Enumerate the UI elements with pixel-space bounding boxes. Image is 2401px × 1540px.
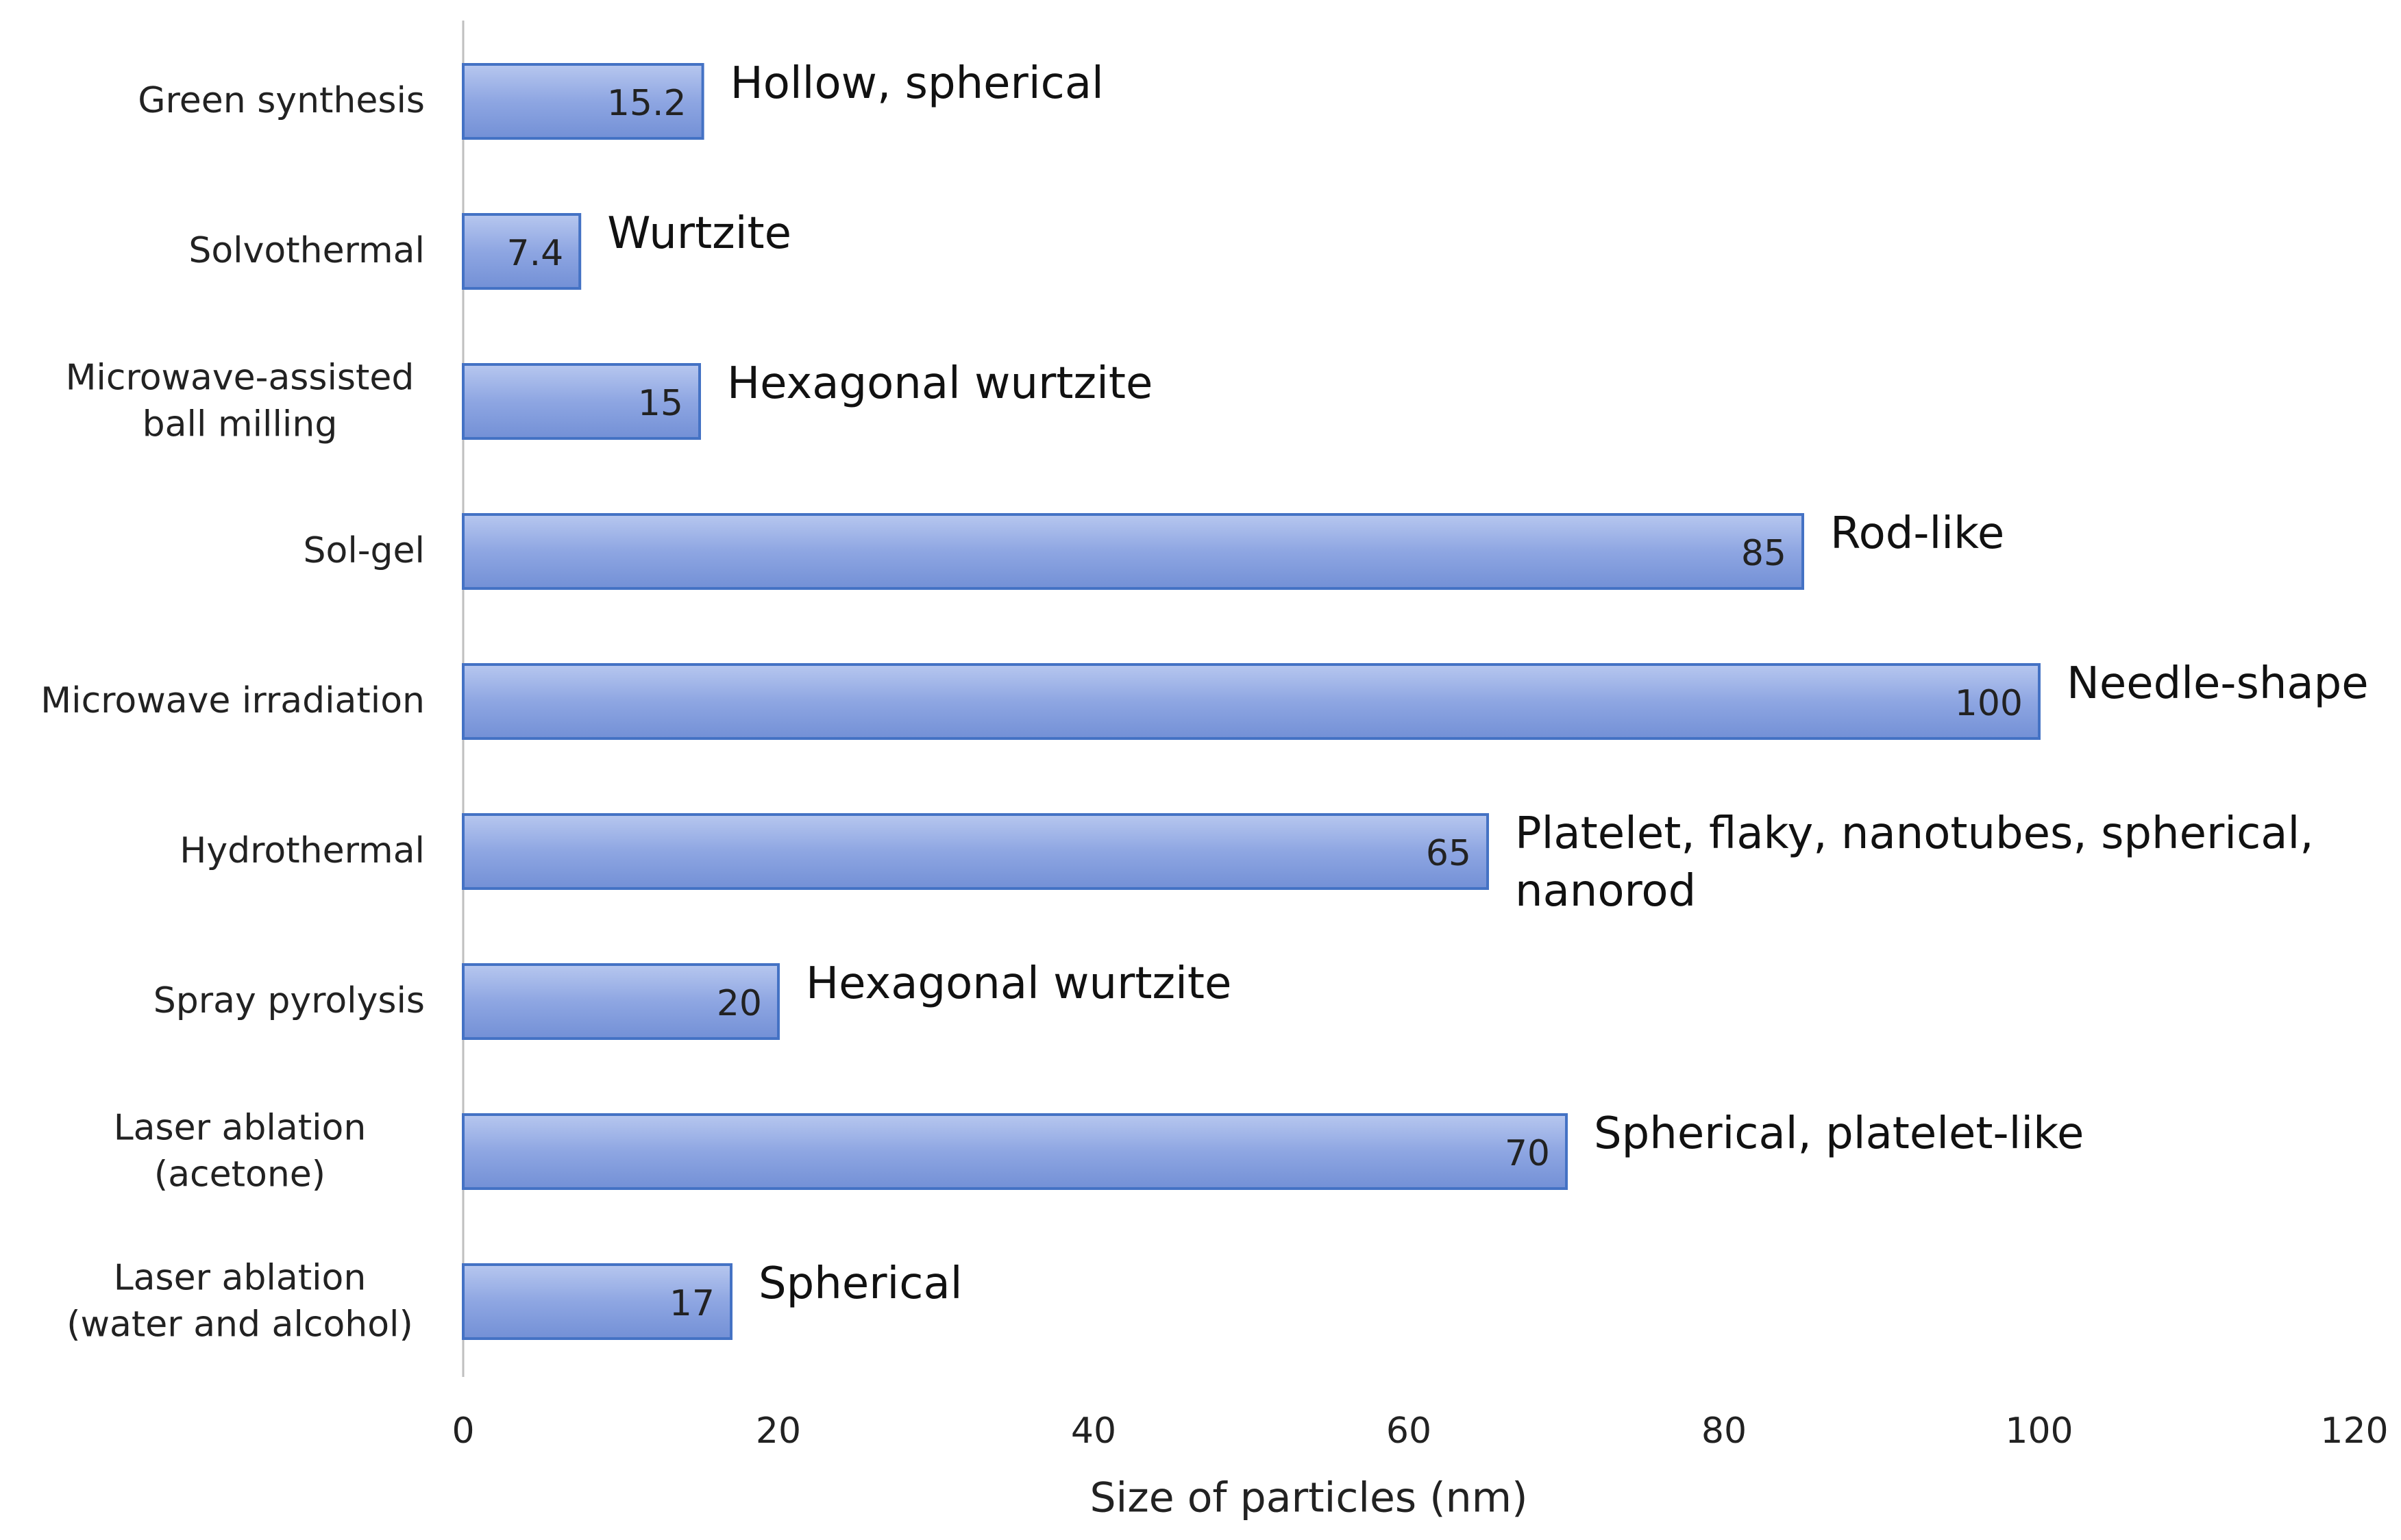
x-tick-label: 40	[1071, 1411, 1116, 1452]
value-label: 70	[1505, 1133, 1550, 1174]
shape-annotation: Wurtzite	[607, 208, 791, 259]
bar	[462, 513, 1804, 590]
shape-annotation: Needle-shape	[2067, 658, 2369, 709]
bar	[462, 63, 704, 140]
value-label: 85	[1741, 533, 1786, 574]
x-tick-label: 80	[1701, 1411, 1747, 1452]
x-tick-label: 100	[2005, 1411, 2073, 1452]
value-label: 65	[1426, 833, 1471, 874]
shape-annotation: Rod-like	[1830, 508, 2005, 559]
y-tick-label: Microwave irradiation	[40, 680, 425, 722]
shape-annotation: Hexagonal wurtzite	[806, 958, 1232, 1009]
y-tick-label: Hydrothermal	[180, 830, 425, 872]
value-label: 15.2	[607, 83, 687, 124]
shape-annotation: Spherical, platelet-like	[1594, 1108, 2084, 1159]
shape-annotation: Spherical	[759, 1258, 963, 1309]
shape-annotation: Hexagonal wurtzite	[727, 358, 1153, 409]
y-tick-label: Green synthesis	[138, 80, 425, 122]
y-tick-label: Microwave-assisted ball milling	[65, 357, 415, 445]
x-axis-label: Size of particles (nm)	[1089, 1474, 1527, 1522]
bar	[462, 963, 780, 1040]
bar	[462, 813, 1489, 890]
y-tick-label: Solvothermal	[188, 230, 425, 272]
x-tick-label: 60	[1386, 1411, 1431, 1452]
bar	[462, 213, 582, 290]
y-tick-label: Laser ablation (acetone)	[113, 1107, 367, 1195]
x-tick-label: 0	[452, 1411, 474, 1452]
value-label: 7.4	[506, 233, 563, 274]
y-tick-label: Sol-gel	[303, 530, 425, 572]
x-tick-label: 120	[2320, 1411, 2388, 1452]
y-tick-label: Laser ablation (water and alcohol)	[66, 1257, 413, 1345]
value-label: 100	[1955, 683, 2023, 724]
bar	[462, 1263, 732, 1340]
bar	[462, 1113, 1568, 1190]
bar	[462, 363, 701, 440]
bar	[462, 663, 2041, 740]
value-label: 15	[638, 383, 683, 424]
x-tick-label: 20	[756, 1411, 801, 1452]
shape-annotation: Platelet, flaky, nanotubes, spherical, n…	[1515, 808, 2314, 917]
value-label: 20	[717, 983, 762, 1024]
y-tick-label: Spray pyrolysis	[153, 980, 425, 1022]
shape-annotation: Hollow, spherical	[730, 58, 1104, 109]
value-label: 17	[669, 1283, 715, 1324]
